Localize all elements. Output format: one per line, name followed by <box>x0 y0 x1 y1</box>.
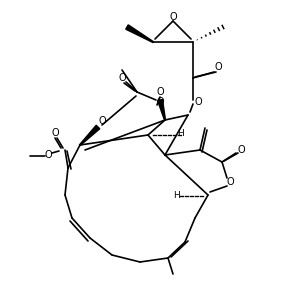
Text: O: O <box>169 12 177 22</box>
Text: O: O <box>44 150 52 160</box>
Text: O: O <box>226 177 234 187</box>
Text: H: H <box>172 190 179 200</box>
Polygon shape <box>80 125 100 145</box>
Polygon shape <box>126 25 153 42</box>
Text: O: O <box>237 145 245 155</box>
Text: O: O <box>214 62 222 72</box>
Text: O: O <box>98 116 106 126</box>
Text: O: O <box>156 87 164 97</box>
Polygon shape <box>158 100 166 120</box>
Text: O: O <box>51 128 59 138</box>
Text: O: O <box>118 73 126 83</box>
Text: O: O <box>156 97 164 107</box>
Text: H: H <box>177 130 183 138</box>
Text: O: O <box>194 97 202 107</box>
